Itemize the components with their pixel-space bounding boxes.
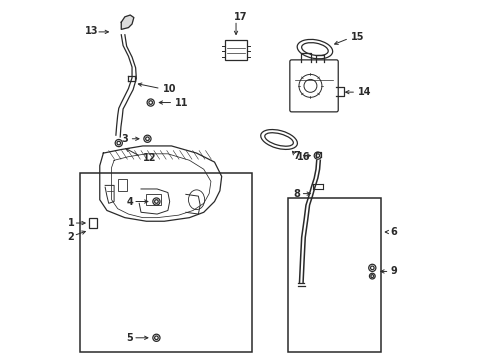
Bar — [225, 40, 247, 60]
Bar — [118, 179, 126, 191]
Polygon shape — [122, 15, 134, 30]
Text: 14: 14 — [358, 87, 371, 97]
Text: 8: 8 — [294, 189, 300, 199]
Text: 2: 2 — [68, 232, 74, 242]
Text: 5: 5 — [126, 333, 133, 343]
Text: 17: 17 — [234, 12, 248, 22]
Text: 9: 9 — [390, 266, 397, 276]
Text: 16: 16 — [297, 152, 311, 162]
Text: 7: 7 — [294, 150, 300, 161]
Text: 10: 10 — [163, 84, 176, 94]
Text: 1: 1 — [68, 218, 74, 228]
Text: 4: 4 — [126, 197, 133, 207]
Bar — [147, 194, 161, 205]
Text: 11: 11 — [175, 98, 189, 108]
Text: 12: 12 — [143, 153, 156, 163]
Text: 15: 15 — [351, 32, 364, 41]
Bar — [80, 173, 252, 352]
Bar — [89, 219, 97, 228]
Text: 13: 13 — [85, 26, 99, 36]
Text: 3: 3 — [122, 134, 128, 144]
Bar — [288, 198, 381, 352]
Text: 6: 6 — [390, 227, 397, 237]
